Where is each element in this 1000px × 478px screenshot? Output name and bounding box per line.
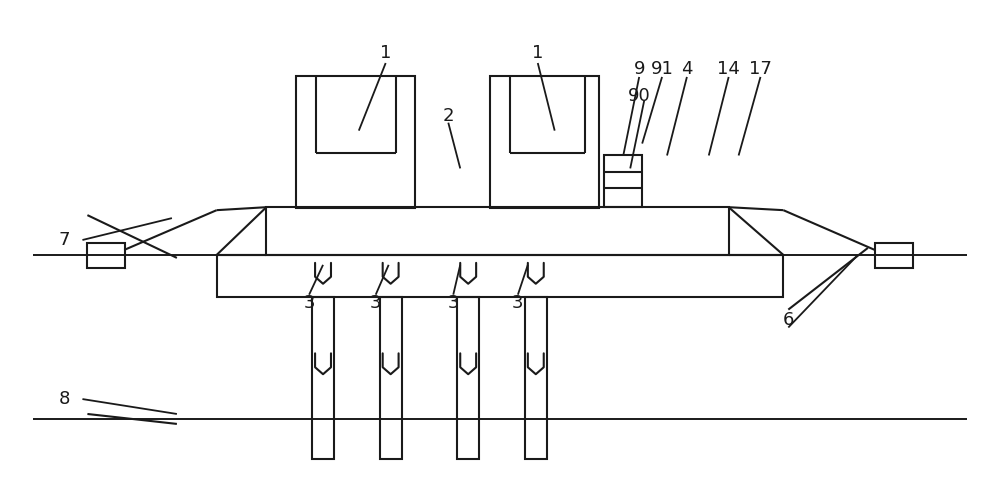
Text: 6: 6 [783, 311, 794, 328]
Text: 14: 14 [717, 60, 740, 78]
Text: 9: 9 [633, 60, 645, 78]
Text: 17: 17 [749, 60, 772, 78]
Text: 3: 3 [303, 293, 315, 312]
Bar [266, 207, 729, 255]
Bar [380, 297, 402, 459]
Text: 91: 91 [651, 60, 673, 78]
Bar [604, 155, 642, 207]
Bar [296, 76, 415, 208]
Text: 1: 1 [532, 44, 543, 62]
Bar [217, 255, 783, 297]
Text: 90: 90 [628, 87, 651, 105]
Text: 7: 7 [59, 231, 70, 249]
Text: 3: 3 [370, 293, 381, 312]
Bar [312, 297, 334, 459]
Text: 8: 8 [59, 390, 70, 408]
Bar [875, 243, 913, 268]
Bar [525, 297, 547, 459]
Bar [457, 297, 479, 459]
Bar [490, 76, 599, 208]
Bar [87, 243, 125, 268]
Text: 3: 3 [512, 293, 524, 312]
Text: 1: 1 [380, 44, 391, 62]
Text: 4: 4 [681, 60, 693, 78]
Text: 3: 3 [448, 293, 459, 312]
Text: 2: 2 [443, 107, 454, 125]
